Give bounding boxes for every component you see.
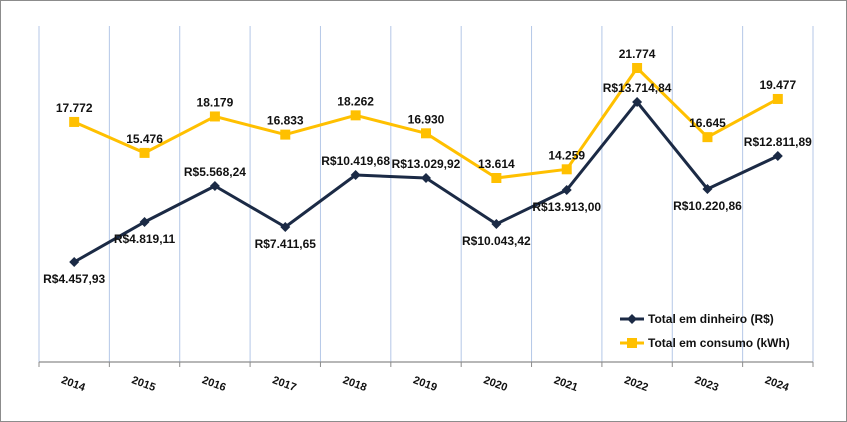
- data-label: R$13.913,00: [532, 200, 601, 214]
- data-label: 17.772: [56, 101, 93, 115]
- x-tick-label: 2023: [693, 374, 720, 394]
- data-point: [209, 111, 220, 122]
- x-tick-label: 2021: [552, 374, 579, 394]
- data-point: [702, 132, 713, 143]
- data-point: [209, 180, 220, 191]
- x-axis: 2014 2015 2016 2017 2018 2019 2020 2021 2022 2023…: [38, 361, 814, 394]
- data-label: R$10.220,86: [673, 199, 742, 213]
- data-point: [561, 164, 572, 175]
- legend: Total em dinheiro (R$) Total em consumo …: [620, 312, 790, 350]
- x-tick-label: 2016: [200, 374, 227, 394]
- data-label: R$13.714,84: [603, 81, 672, 95]
- data-point: [491, 218, 502, 229]
- data-label: R$5.568,24: [184, 165, 246, 179]
- data-point: [350, 170, 361, 181]
- legend-label-consumption: Total em consumo (kWh): [648, 336, 790, 350]
- data-point: [632, 63, 643, 74]
- data-label: 16.930: [408, 112, 445, 126]
- data-label: R$10.419,68: [321, 154, 390, 168]
- data-label: 18.262: [337, 94, 374, 108]
- data-point: [69, 256, 80, 267]
- x-tick-label: 2015: [130, 374, 157, 394]
- data-label: 19.477: [759, 78, 796, 92]
- data-label: R$12.811,89: [744, 135, 812, 149]
- legend-item-money: Total em dinheiro (R$): [620, 312, 774, 326]
- data-label: R$7.411,65: [255, 237, 317, 251]
- series-money: R$4.457,93 R$4.819,11 R$5.568,24 R$7.411,65…: [43, 81, 812, 286]
- legend-diamond-icon: [627, 314, 637, 324]
- data-point: [350, 110, 361, 121]
- series-group: 17.772 15.476 18.179 16.833 18.262 16.930 13.6…: [43, 47, 812, 286]
- legend-item-consumption: Total em consumo (kWh): [620, 336, 790, 350]
- data-label: 14.259: [548, 148, 585, 162]
- x-tick-label: 2014: [60, 374, 88, 394]
- x-tick-label: 2017: [271, 374, 298, 394]
- x-tick-label: 2022: [623, 374, 650, 394]
- data-point: [772, 93, 783, 104]
- data-point: [69, 116, 80, 127]
- legend-square-icon: [627, 338, 637, 348]
- data-label: R$4.819,11: [114, 232, 176, 246]
- data-label: R$10.043,42: [462, 234, 531, 248]
- data-label: 16.833: [267, 114, 304, 128]
- data-point: [139, 216, 150, 227]
- x-tick-label: 2020: [482, 374, 509, 394]
- data-point: [280, 129, 291, 140]
- data-point: [139, 147, 150, 158]
- x-tick-label: 2024: [763, 374, 791, 394]
- data-point: [561, 184, 572, 195]
- data-point: [772, 151, 783, 162]
- data-label: R$13.029,92: [392, 157, 461, 171]
- gridlines: [38, 26, 814, 362]
- data-point: [280, 221, 291, 232]
- data-point: [491, 173, 502, 183]
- x-tick-label: 2018: [341, 374, 368, 394]
- data-label: 13.614: [478, 157, 515, 171]
- legend-label-money: Total em dinheiro (R$): [648, 312, 774, 326]
- data-label: 15.476: [126, 132, 163, 146]
- data-label: 18.179: [197, 95, 234, 109]
- data-point: [702, 183, 713, 194]
- data-label: 21.774: [619, 47, 656, 61]
- series-consumption: 17.772 15.476 18.179 16.833 18.262 16.930 13.6…: [56, 47, 796, 183]
- data-point: [421, 173, 431, 183]
- data-label: 16.645: [689, 116, 726, 130]
- data-point: [421, 128, 431, 139]
- data-label: R$4.457,93: [43, 272, 105, 286]
- x-tick-label: 2019: [411, 374, 438, 394]
- data-point: [632, 96, 643, 107]
